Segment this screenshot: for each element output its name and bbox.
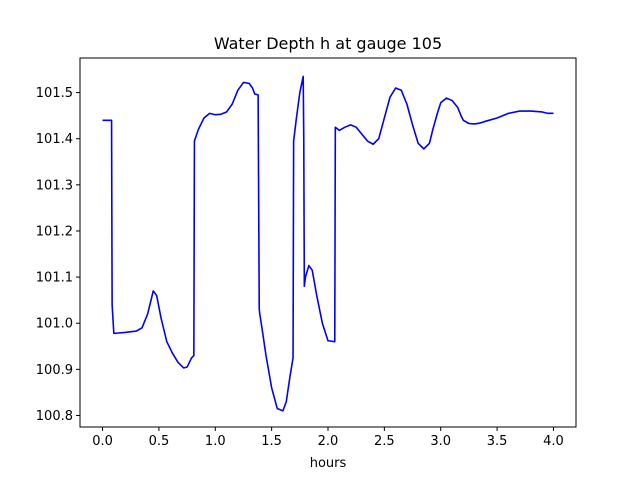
y-tick-label: 101.0 xyxy=(36,317,73,332)
x-tick-label: 1.5 xyxy=(261,434,282,449)
chart-title: Water Depth h at gauge 105 xyxy=(214,34,442,53)
x-tick-label: 1.0 xyxy=(205,434,226,449)
x-tick-label: 2.5 xyxy=(374,434,395,449)
x-tick-label: 2.0 xyxy=(318,434,339,449)
plot-area-frame xyxy=(79,57,577,428)
y-tick-label: 101.5 xyxy=(36,86,73,101)
x-tick-label: 3.5 xyxy=(487,434,508,449)
y-tick-label: 101.1 xyxy=(36,271,73,286)
y-tick-label: 100.8 xyxy=(36,409,73,424)
x-axis-ticks: 0.0 0.5 1.0 1.5 2.0 2.5 3.0 3.5 4.0 xyxy=(92,427,564,449)
x-tick-label: 0.0 xyxy=(92,434,113,449)
y-tick-label: 101.4 xyxy=(36,132,73,147)
y-axis-ticks: 100.8 100.9 101.0 101.1 101.2 101.3 101.4 101.5 xyxy=(36,86,80,424)
y-tick-label: 101.3 xyxy=(36,178,73,193)
x-tick-label: 4.0 xyxy=(543,434,564,449)
y-tick-label: 100.9 xyxy=(36,363,73,378)
series-layer xyxy=(102,75,554,412)
x-tick-label: 0.5 xyxy=(149,434,170,449)
series-line-0 xyxy=(102,75,554,412)
y-tick-label: 101.2 xyxy=(36,224,73,239)
x-axis-label: hours xyxy=(310,456,347,471)
x-tick-label: 3.0 xyxy=(430,434,451,449)
